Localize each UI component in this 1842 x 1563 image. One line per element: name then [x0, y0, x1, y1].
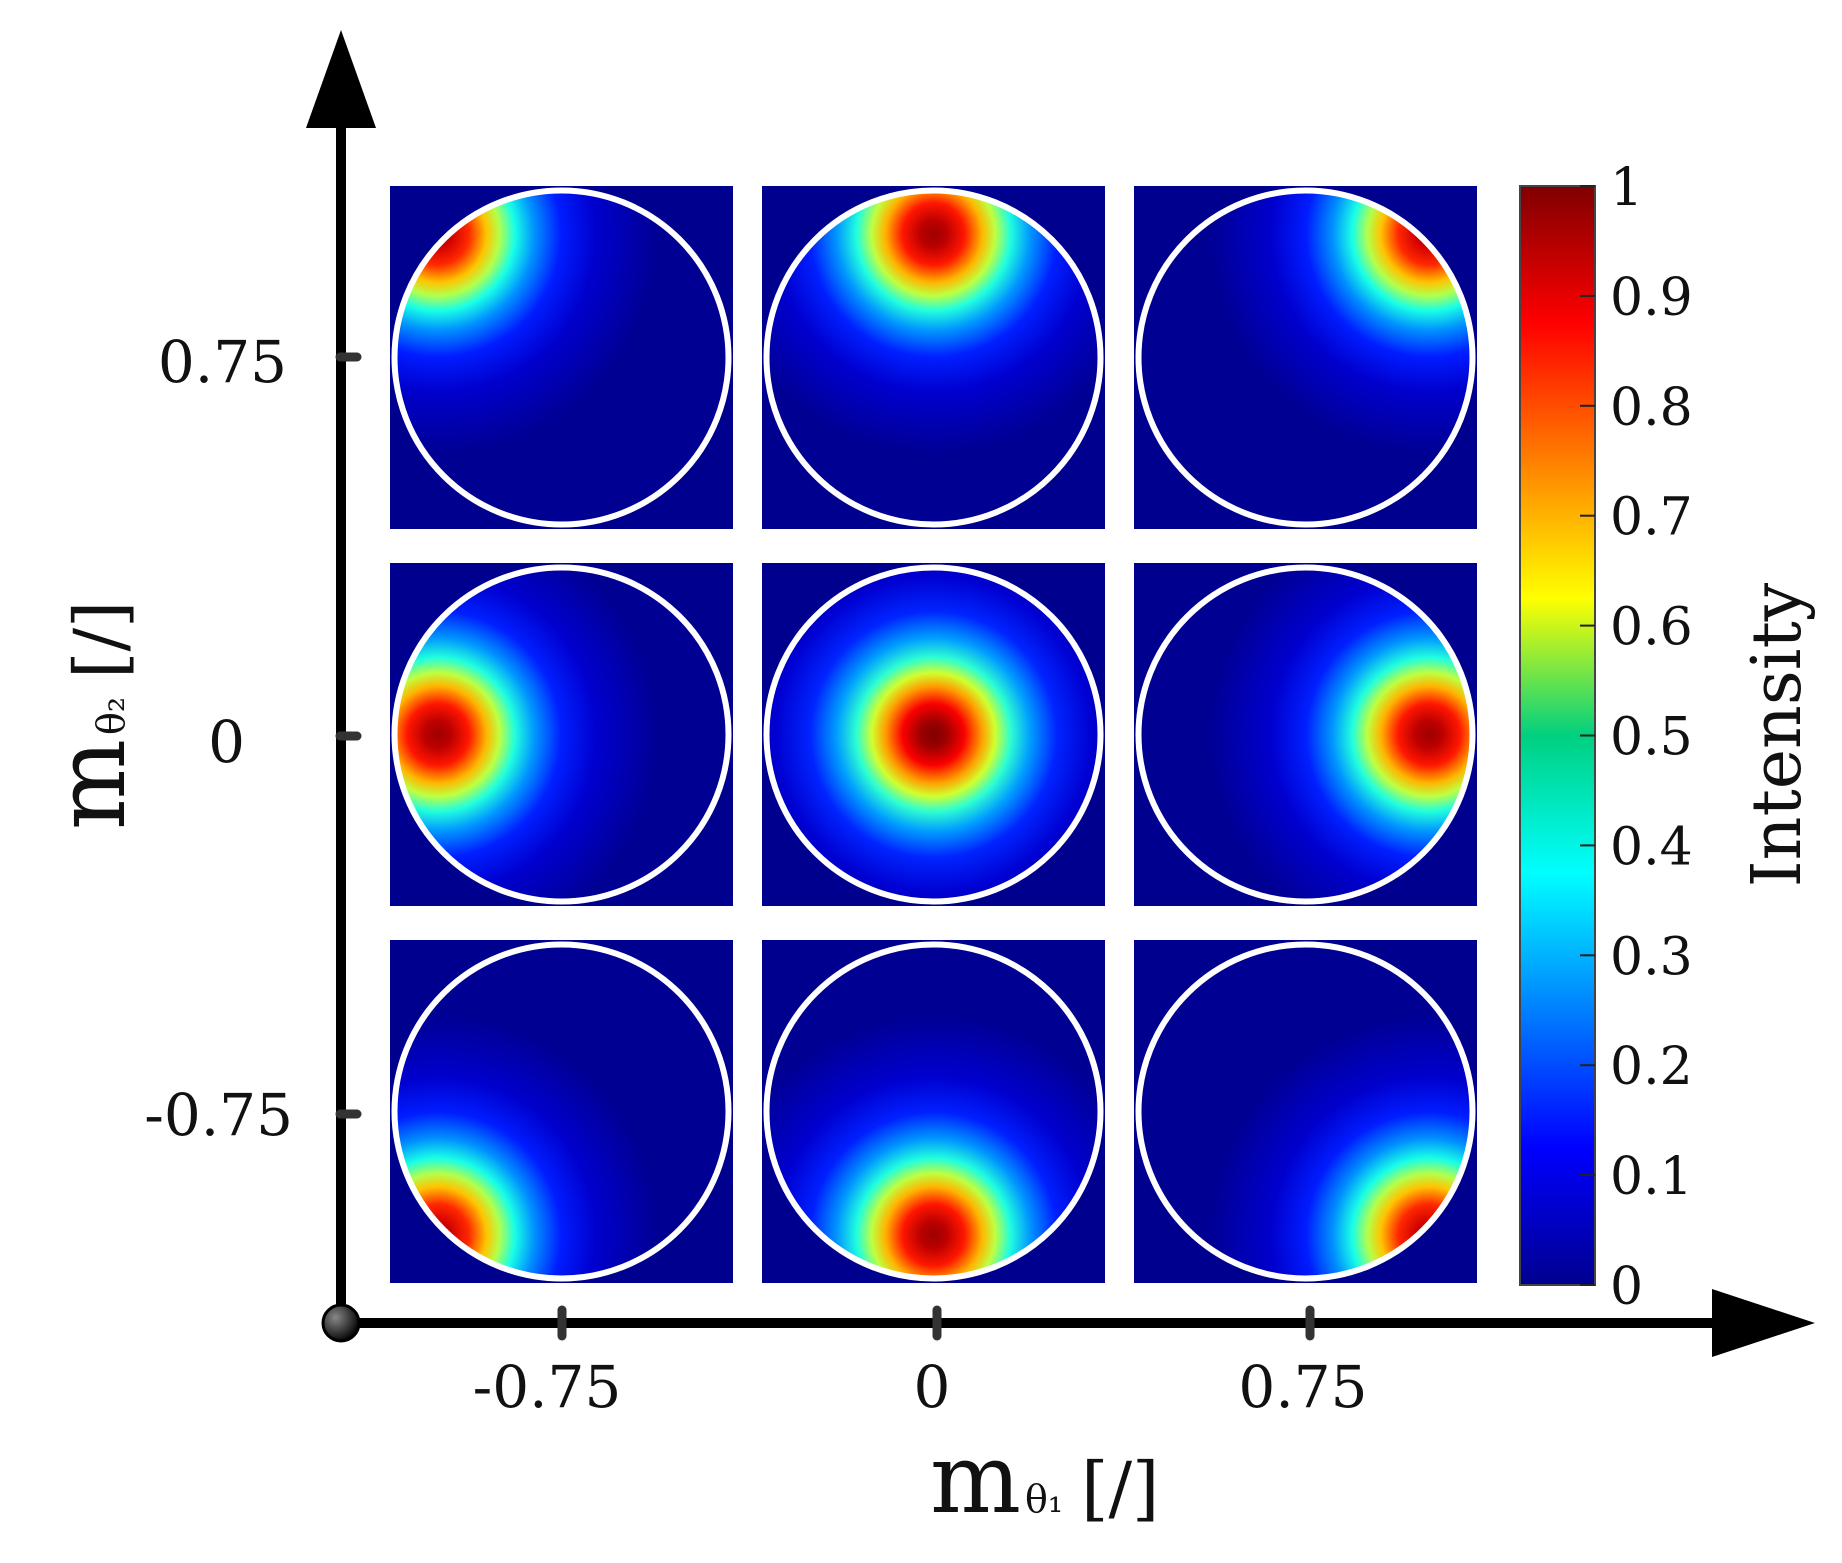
colorbar-tick-label: 0.4: [1610, 817, 1693, 877]
y-tick-labels: 0.75 0 -0.75: [144, 328, 293, 1149]
aperture-circle: [391, 187, 732, 528]
x-axis-label-sub: θ₁: [1025, 1477, 1063, 1521]
y-axis-label-unit: [/]: [59, 601, 141, 679]
aperture-circle: [1135, 941, 1476, 1282]
aperture-circle: [1135, 187, 1476, 528]
heatmap-panel: [762, 563, 1105, 906]
colorbar-ticks: [1580, 185, 1595, 1286]
colorbar-tick-label: 0.2: [1610, 1037, 1693, 1097]
x-ticks: [557, 1305, 1315, 1341]
y-tick-label: -0.75: [144, 1081, 293, 1149]
colorbar-tick-label: 0.8: [1610, 378, 1693, 438]
x-tick-label: 0: [914, 1353, 951, 1421]
heatmap-panel: [1134, 940, 1477, 1283]
y-tick-label: 0.75: [158, 328, 287, 396]
intensity-spot: [1138, 944, 1473, 1279]
intensity-spot: [394, 190, 729, 525]
y-axis-label: m θ₂ [/]: [35, 601, 147, 830]
heatmap-panel: [1134, 186, 1477, 529]
axes: [306, 30, 1815, 1357]
aperture-circle: [391, 941, 732, 1282]
x-axis-label-unit: [/]: [1081, 1447, 1159, 1529]
colorbar-tick-labels: 1 0.9 0.8 0.7 0.6 0.5 0.4 0.3 0.2 0.1 0: [1610, 158, 1693, 1317]
heatmap-panel: [390, 186, 733, 529]
heatmap-panel: [390, 563, 733, 906]
intensity-spot: [1138, 190, 1473, 525]
colorbar-tick-label: 0.1: [1610, 1147, 1693, 1207]
y-axis-label-sub: θ₂: [89, 697, 133, 735]
y-ticks: [335, 352, 362, 1119]
y-axis-arrow: [306, 30, 376, 128]
colorbar-tick-label: 1: [1610, 158, 1643, 218]
x-tick-label: 0.75: [1238, 1353, 1367, 1421]
heatmap-panel: [1134, 563, 1477, 906]
aperture-circle: [763, 187, 1104, 528]
intensity-spot: [766, 190, 1101, 525]
heatmap-panel: [762, 940, 1105, 1283]
colorbar-tick-label: 0.9: [1610, 268, 1693, 328]
origin-marker: [321, 1303, 361, 1343]
heatmap-panel: [390, 940, 733, 1283]
intensity-spot: [766, 567, 1101, 902]
colorbar-tick-label: 0.5: [1610, 708, 1693, 768]
intensity-spot: [1138, 567, 1473, 902]
colorbar-tick-label: 0.7: [1610, 488, 1693, 548]
heatmap-panels: [390, 186, 1477, 1283]
colorbar-tick-label: 0.6: [1610, 598, 1693, 658]
intensity-spot: [766, 944, 1101, 1279]
aperture-circle: [391, 564, 732, 905]
colorbar-tick-label: 0: [1610, 1257, 1643, 1317]
colorbar-label: Intensity: [1738, 582, 1817, 887]
x-tick-label: -0.75: [473, 1353, 622, 1421]
aperture-circle: [763, 564, 1104, 905]
heatmap-panel: [762, 186, 1105, 529]
intensity-spot: [394, 567, 729, 902]
x-tick-labels: -0.75 0 0.75: [473, 1353, 1368, 1421]
x-axis-label: m θ₁ [/]: [930, 1423, 1159, 1535]
y-axis-label-main: m: [35, 739, 147, 830]
x-axis-label-main: m: [930, 1423, 1021, 1535]
colorbar-tick-label: 0.3: [1610, 927, 1693, 987]
intensity-spot: [394, 944, 729, 1279]
y-tick-label: 0: [208, 708, 245, 776]
aperture-circle: [763, 941, 1104, 1282]
colorbar: 1 0.9 0.8 0.7 0.6 0.5 0.4 0.3 0.2 0.1 0 Intensity: [1519, 158, 1817, 1317]
aperture-circle: [1135, 564, 1476, 905]
x-axis-arrow: [1712, 1289, 1815, 1357]
